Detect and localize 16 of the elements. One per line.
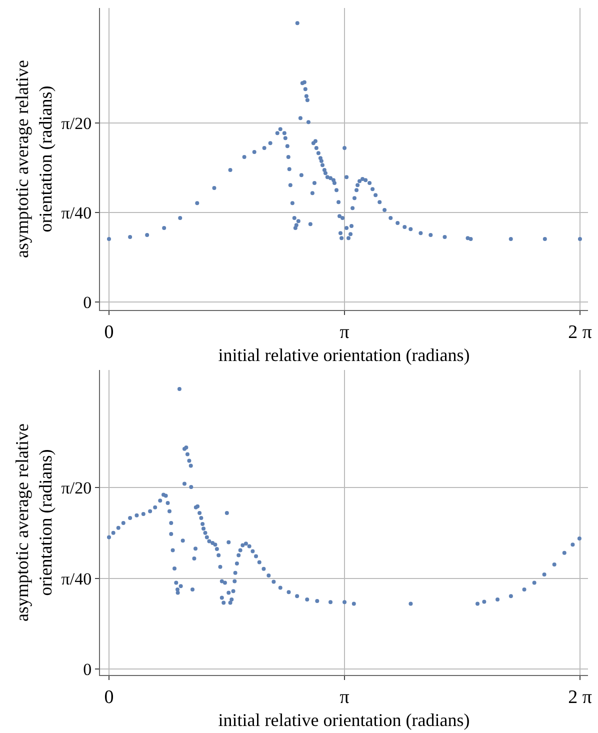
y-tick-label: π/40 [61,204,92,223]
y-tick-label: π/20 [61,114,92,133]
x-tick-label: π [340,322,350,343]
x-tick-label: π [340,686,350,708]
x-axis-title: initial relative orientation (radians) [218,344,470,365]
y-axis-title: asymptotic average relative orientation (radians) [12,60,56,258]
x-tick-label: 2 π [568,686,592,708]
x-tick-label: 0 [104,686,114,708]
y-tick-label: π/40 [61,569,92,588]
x-tick-label: 0 [104,322,114,343]
x-axis-title: initial relative orientation (radians) [218,710,470,730]
y-axis-title: asymptotic average relative orientation (radians) [12,424,56,622]
y-tick-label: 0 [83,292,92,312]
y-tick-label: 0 [83,660,92,680]
y-tick-label: π/20 [61,478,92,498]
x-tick-label: 2 π [568,322,592,343]
